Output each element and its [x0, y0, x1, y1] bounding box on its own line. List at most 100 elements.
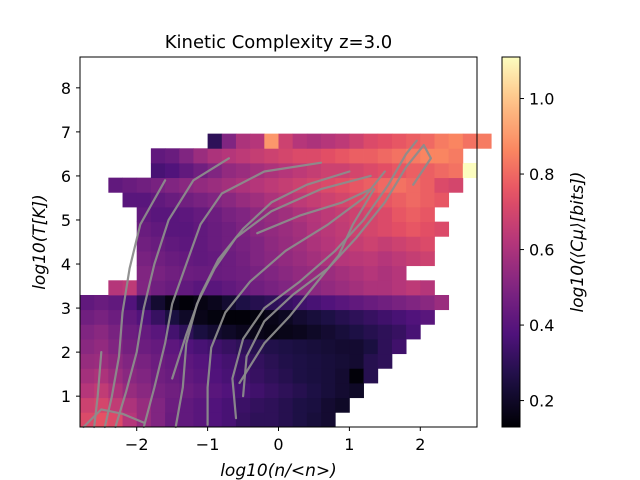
heatmap-cell: [363, 133, 379, 149]
heatmap-cell: [349, 353, 364, 369]
heatmap-cell: [278, 338, 294, 355]
heatmap-cell: [321, 368, 336, 384]
y-axis: 1 2 3 4 5 6 7 8: [61, 79, 80, 406]
heatmap-cell: [278, 206, 294, 223]
heatmap-cell: [434, 192, 450, 208]
heatmap-cell: [278, 221, 294, 237]
heatmap-cell: [278, 309, 294, 325]
heatmap-cell: [363, 294, 379, 311]
heatmap-cell: [434, 221, 450, 237]
heatmap-cell: [448, 133, 464, 149]
heatmap-cell: [406, 236, 421, 252]
heatmap-cell: [321, 133, 336, 149]
heatmap-cell: [321, 280, 336, 296]
heatmap-cell: [108, 280, 123, 296]
heatmap-cell: [349, 250, 364, 267]
heatmap-cell: [306, 133, 322, 149]
heatmap-cell: [434, 294, 450, 311]
heatmap-cell: [165, 221, 180, 237]
heatmap-cell: [136, 177, 152, 193]
heatmap-cell: [306, 294, 322, 311]
heatmap-cell: [250, 133, 265, 149]
heatmap-cell: [264, 206, 279, 223]
heatmap-cell: [250, 368, 265, 384]
heatmap-cell: [349, 280, 364, 296]
heatmap-cell: [221, 221, 237, 237]
x-tick-label: −2: [125, 435, 149, 454]
contour-lines: [82, 139, 432, 429]
heatmap-cell: [420, 294, 435, 311]
heatmap-cell: [278, 177, 294, 193]
contour-line: [231, 139, 418, 420]
heatmap-cell: [207, 412, 223, 428]
heatmap-cell: [264, 133, 279, 149]
heatmap-cell: [136, 353, 152, 369]
heatmap-cell: [179, 412, 194, 428]
heatmap-cell: [221, 133, 237, 149]
heatmap-cell: [207, 383, 223, 399]
contour-line: [114, 157, 230, 429]
heatmap-cell: [391, 309, 407, 325]
heatmap-cell: [207, 294, 223, 311]
contour-line: [82, 408, 145, 429]
heatmap-cell: [207, 162, 223, 179]
heatmap-cell: [207, 368, 223, 384]
heatmap-cell: [250, 280, 265, 296]
heatmap-cell: [292, 309, 308, 325]
heatmap-cell: [363, 353, 379, 369]
heatmap-cell: [250, 294, 265, 311]
heatmap-cell: [321, 265, 336, 281]
heatmap-cell: [250, 221, 265, 237]
heatmap-cell: [321, 412, 336, 428]
heatmap-cells: [80, 133, 492, 428]
heatmap-cell: [306, 397, 322, 413]
heatmap-cell: [391, 192, 407, 208]
heatmap-cell: [321, 397, 336, 413]
heatmap-cell: [377, 265, 393, 281]
heatmap-cell: [420, 206, 435, 223]
heatmap-cell: [108, 397, 123, 413]
heatmap-cell: [165, 309, 180, 325]
heatmap-cell: [264, 148, 279, 164]
heatmap-cell: [193, 236, 209, 252]
heatmap-cell: [150, 294, 166, 311]
heatmap-cell: [207, 397, 223, 413]
heatmap-cell: [165, 265, 180, 281]
heatmap-cell: [292, 324, 308, 340]
heatmap-cell: [80, 309, 95, 325]
heatmap-cell: [363, 324, 379, 340]
heatmap-cell: [335, 324, 350, 340]
heatmap-cell: [278, 324, 294, 340]
heatmap-cell: [292, 133, 308, 149]
heatmap-cell: [278, 250, 294, 267]
heatmap-cell: [420, 309, 435, 325]
heatmap-cell: [179, 148, 194, 164]
heatmap-cell: [292, 353, 308, 369]
heatmap-cell: [377, 206, 393, 223]
heatmap-cell: [292, 412, 308, 428]
heatmap-cell: [335, 397, 350, 413]
heatmap-cell: [306, 192, 322, 208]
heatmap-cell: [406, 324, 421, 340]
heatmap-cell: [122, 192, 138, 208]
heatmap-cell: [462, 133, 478, 149]
heatmap-cell: [292, 397, 308, 413]
heatmap-cell: [391, 280, 407, 296]
heatmap-cell: [179, 368, 194, 384]
heatmap-cell: [221, 353, 237, 369]
heatmap-cell: [94, 368, 109, 384]
heatmap-cell: [264, 324, 279, 340]
heatmap-cell: [349, 265, 364, 281]
heatmap-cell: [406, 206, 421, 223]
heatmap-cell: [377, 236, 393, 252]
heatmap-cell: [278, 280, 294, 296]
heatmap-cell: [108, 309, 123, 325]
heatmap-cell: [292, 368, 308, 384]
heatmap-cell: [321, 206, 336, 223]
heatmap-cell: [264, 236, 279, 252]
heatmap-cell: [108, 177, 123, 193]
heatmap-cell: [420, 250, 435, 267]
heatmap-cell: [462, 162, 478, 179]
heatmap-cell: [335, 221, 350, 237]
heatmap-cell: [377, 338, 393, 355]
